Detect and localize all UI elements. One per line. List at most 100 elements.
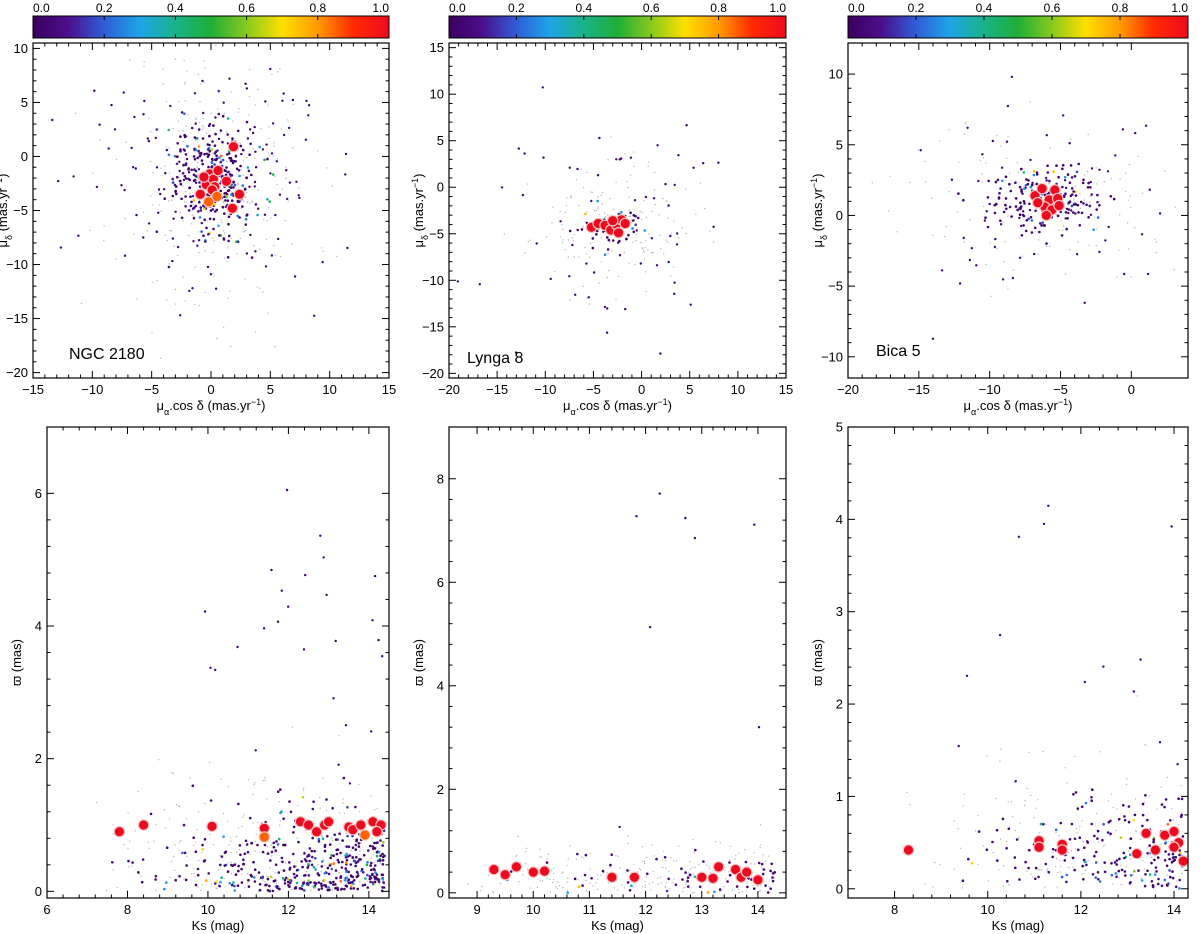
field-star [320, 884, 324, 888]
field-star [370, 868, 373, 872]
field-star-faint [601, 203, 604, 205]
field-star-faint [1084, 869, 1086, 871]
field-star [1028, 848, 1031, 852]
field-star-faint [613, 887, 616, 889]
panel-vpd-2: 0.0 0.2 0.4 0.6 0.8 1.0−20 −15 −10 −5 0−10−50510μ… [809, 1, 1189, 417]
field-star [1094, 861, 1098, 864]
field-star [500, 186, 504, 189]
field-star [630, 884, 633, 887]
field-star-faint [685, 188, 687, 190]
x-tick-label: 10 [201, 902, 215, 917]
field-star [706, 891, 710, 894]
field-star [214, 287, 218, 290]
member-star [1168, 841, 1180, 853]
field-star [207, 153, 211, 156]
field-star-faint [615, 298, 617, 301]
field-star-faint [573, 234, 575, 236]
field-star [374, 871, 377, 874]
field-star [344, 854, 347, 857]
field-star [226, 870, 230, 873]
field-star-faint [666, 241, 669, 243]
colorbar-tick-label: 0.2 [908, 1, 925, 15]
field-star-faint [569, 299, 571, 301]
field-star [1102, 665, 1105, 668]
field-star [288, 866, 292, 870]
field-star [1167, 882, 1170, 885]
field-star-faint [590, 242, 592, 244]
field-star [295, 874, 299, 877]
field-star [308, 859, 311, 863]
field-star [333, 833, 337, 836]
y-tick-label: 5 [437, 133, 444, 148]
field-star [1123, 272, 1126, 276]
field-star [283, 843, 287, 847]
field-star [1010, 75, 1014, 79]
field-star [222, 835, 225, 838]
field-star [302, 648, 306, 651]
field-star [182, 178, 186, 182]
field-star [187, 171, 191, 174]
field-star-faint [665, 859, 667, 862]
field-star [236, 129, 240, 133]
field-star-faint [1033, 817, 1035, 819]
field-star [197, 168, 201, 171]
field-star [311, 855, 314, 859]
field-star [194, 174, 197, 178]
field-star-faint [957, 828, 959, 830]
field-star-faint [268, 126, 270, 128]
field-star [274, 213, 277, 217]
field-star-faint [714, 841, 717, 843]
field-star [59, 246, 63, 249]
field-star [379, 854, 383, 857]
field-star [281, 877, 285, 880]
y-tick-label: 2 [437, 782, 444, 797]
field-star-faint [151, 281, 153, 283]
field-star [317, 881, 321, 884]
member-star [612, 227, 625, 239]
x-tick-label: 10 [526, 902, 540, 917]
field-star-faint [617, 855, 619, 858]
field-star [1148, 873, 1152, 876]
member-star [510, 861, 523, 873]
field-star-faint [137, 790, 139, 793]
field-star [702, 860, 705, 863]
member-star [628, 871, 641, 884]
field-star-faint [555, 886, 557, 888]
field-star [1032, 173, 1036, 177]
field-star [1118, 857, 1121, 861]
field-star-faint [199, 101, 201, 103]
field-star-faint [339, 843, 341, 845]
field-star [1068, 838, 1072, 841]
field-star-faint [317, 150, 319, 152]
field-star-faint [181, 185, 184, 187]
field-star-faint [230, 840, 232, 842]
field-star [371, 882, 375, 886]
field-star [289, 810, 293, 814]
field-star-faint [641, 218, 643, 221]
field-star-faint [257, 88, 259, 91]
field-star [957, 192, 960, 195]
field-star [746, 885, 749, 889]
field-star [1083, 680, 1087, 684]
y-axis-label: μδ (mas.yr−1) [410, 173, 430, 247]
y-axis-label: ϖ (mas) [411, 639, 426, 686]
field-star [610, 853, 613, 856]
field-star [203, 152, 206, 156]
field-star-faint [184, 100, 187, 102]
field-star-faint [1109, 834, 1111, 837]
field-star [1057, 175, 1060, 179]
field-star-faint [631, 222, 633, 224]
field-star-faint [551, 869, 553, 871]
field-star [1090, 193, 1093, 196]
field-star-faint [226, 131, 228, 133]
field-star-faint [652, 870, 654, 873]
field-star [1059, 821, 1063, 825]
field-star [1070, 187, 1074, 190]
field-star [1167, 853, 1171, 856]
field-star [209, 799, 213, 802]
field-star-faint [305, 870, 308, 873]
field-star-faint [264, 776, 266, 779]
field-star [221, 205, 225, 209]
field-star [209, 273, 213, 276]
field-star [962, 198, 965, 202]
